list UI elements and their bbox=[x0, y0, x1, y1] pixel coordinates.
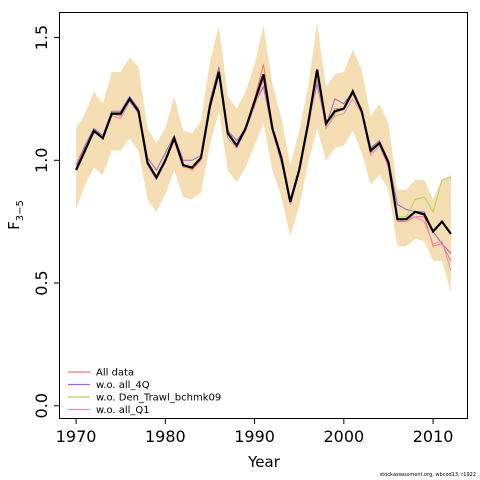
x-tick-label: 1990 bbox=[234, 427, 275, 446]
y-tick-label: 0.5 bbox=[32, 270, 51, 295]
x-tick-label: 2010 bbox=[413, 427, 454, 446]
x-tick-label: 2000 bbox=[323, 427, 364, 446]
legend-label: w.o. all_4Q bbox=[96, 380, 150, 391]
x-tick-label: 1980 bbox=[145, 427, 186, 446]
legend-label: w.o. all_Q1 bbox=[96, 405, 150, 416]
legend-label: All data bbox=[96, 368, 134, 379]
confidence-band-layer bbox=[76, 22, 451, 293]
x-axis-title: Year bbox=[247, 453, 281, 471]
y-axis-title-subscript: 3−5 bbox=[15, 200, 26, 221]
y-tick-label: 1.5 bbox=[32, 25, 51, 50]
y-tick-label: 1.0 bbox=[32, 148, 51, 173]
plot-frame bbox=[59, 12, 468, 419]
svg-text:F3−5: F3−5 bbox=[5, 200, 26, 230]
series-lines-layer bbox=[75, 64, 452, 271]
confidence-band bbox=[76, 22, 451, 293]
legend-label: w.o. Den_Trawl_bchmk09 bbox=[96, 393, 221, 404]
footnote: stockassessment.org, wbcod13, r1922 bbox=[379, 472, 476, 478]
x-tick-label: 1970 bbox=[56, 427, 97, 446]
y-axis-title-main: F bbox=[5, 221, 23, 230]
estimate-line bbox=[75, 69, 452, 235]
y-tick-label: 0.0 bbox=[32, 393, 51, 418]
axes-layer: 1970 1980 1990 2000 2010 0.0 0.5 1.0 1.5 bbox=[32, 25, 453, 446]
y-axis-title: F3−5 bbox=[5, 200, 26, 230]
